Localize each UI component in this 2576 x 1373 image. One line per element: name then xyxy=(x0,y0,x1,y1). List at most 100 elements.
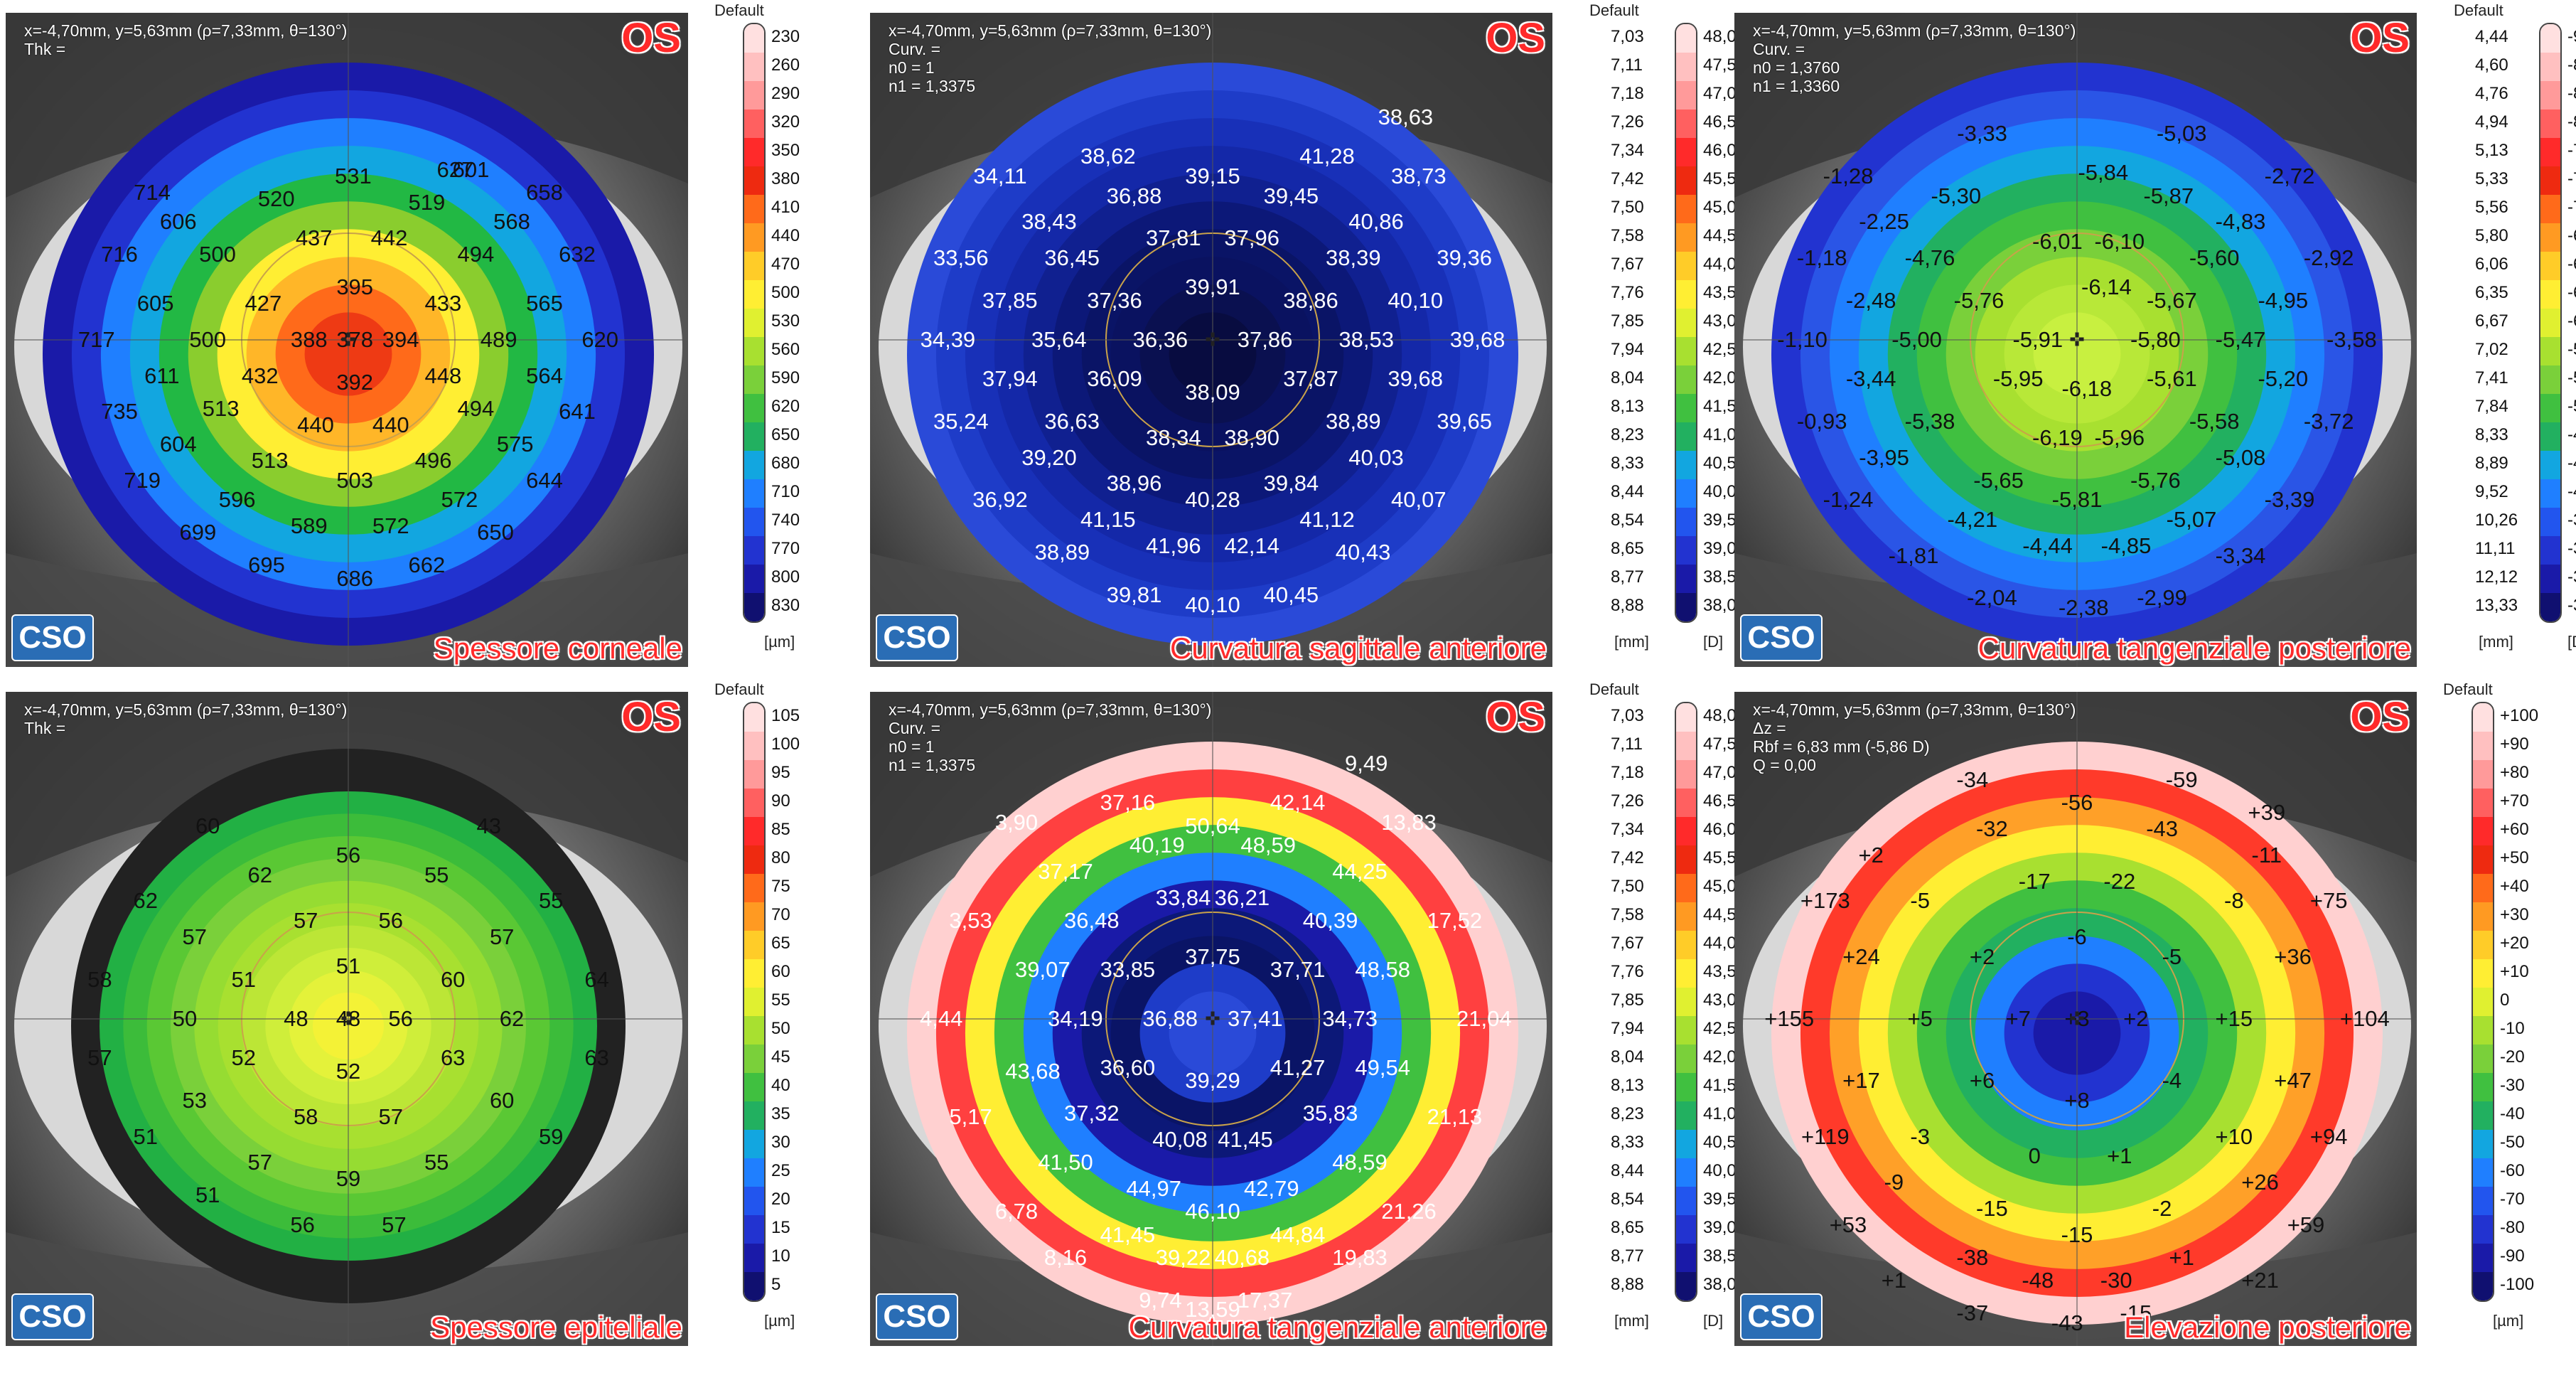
cursor-info-line: Curv. = xyxy=(1753,40,1805,58)
scale-swatch xyxy=(2473,902,2493,931)
map-value: +75 xyxy=(2309,888,2348,914)
scale-tick-label: 7,42 xyxy=(1611,848,1644,867)
eye-side-label: OS xyxy=(1486,694,1545,740)
map-value: 395 xyxy=(336,274,374,300)
map-value: 658 xyxy=(526,180,563,205)
map-value: 44,84 xyxy=(1270,1222,1326,1247)
cursor-info-line: Q = 0,00 xyxy=(1753,756,1816,774)
scale-tick-label: 8,33 xyxy=(1611,454,1644,473)
scale-swatch xyxy=(744,988,764,1016)
map-value: -6,14 xyxy=(2081,274,2132,300)
scale-tick-label: -4,80 xyxy=(2567,425,2576,444)
map-value: 36,88 xyxy=(1106,183,1162,208)
scale-swatch xyxy=(744,789,764,817)
scale-tick-label: 100 xyxy=(771,734,800,754)
scale-preset-label[interactable]: Default xyxy=(2454,1,2503,19)
scale-tick-label: -6,00 xyxy=(2567,311,2576,331)
map-value: 38,43 xyxy=(1021,209,1077,235)
color-scale[interactable]: Default 4,44 4,60 4,76 4,94 5,13 5,33 5,56 5,80 6… xyxy=(1729,0,2576,668)
scale-tick-label: 530 xyxy=(771,311,800,331)
map-value: 36,09 xyxy=(1087,366,1142,392)
map-value: 57 xyxy=(489,924,515,949)
map-value: 513 xyxy=(202,395,240,421)
scale-tick-label: 9,52 xyxy=(2475,482,2508,501)
scale-tick-label: 5,80 xyxy=(2475,226,2508,245)
scale-preset-label[interactable]: Default xyxy=(1589,680,1639,698)
map-value: -2,72 xyxy=(2264,164,2315,188)
scale-tick-label: 40 xyxy=(771,1076,790,1095)
cursor-info-line: x=-4,70mm, y=5,63mm (ρ=7,33mm, θ=130°) xyxy=(889,700,1212,719)
scale-tick-label: -100 xyxy=(2500,1275,2535,1294)
map-value: 39,22 xyxy=(1155,1244,1211,1270)
map-value: +2 xyxy=(2123,1006,2149,1031)
map-value: 17,52 xyxy=(1427,908,1483,933)
scale-swatch xyxy=(744,280,764,309)
scale-tick-label: 4,76 xyxy=(2475,84,2508,103)
scale-tick-label: 500 xyxy=(771,283,800,302)
scale-tick-label: 290 xyxy=(771,84,800,103)
scale-preset-label[interactable]: Default xyxy=(714,1,764,19)
scale-swatch xyxy=(1676,1101,1696,1130)
scale-swatch xyxy=(1676,703,1696,732)
scale-swatch xyxy=(744,565,764,593)
scale-tick-label: +30 xyxy=(2500,905,2529,924)
map-value: -6,01 xyxy=(2032,229,2083,254)
map-value: 494 xyxy=(457,395,495,421)
color-scale[interactable]: Default 105 100 95 90 85 80 75 70 65 60 55 50 45 40 35 3… xyxy=(0,679,839,1347)
map-value: 641 xyxy=(559,399,596,424)
map-value: 40,43 xyxy=(1335,540,1391,565)
scale-preset-label[interactable]: Default xyxy=(2443,680,2493,698)
map-value: 714 xyxy=(134,180,171,205)
scale-tick-label: -50 xyxy=(2500,1133,2525,1152)
topography-map[interactable]: -34 -59 -56 -32 -43 +39 +2 -11 -17 -22 +173 -5 -8 +75… xyxy=(1734,692,2417,1346)
map-value: 39,45 xyxy=(1263,183,1319,208)
map-value: -6,10 xyxy=(2094,229,2145,254)
color-scale[interactable]: Default 7,03 7,11 7,18 7,26 7,34 7,42 7,50 7,58 7… xyxy=(864,0,1746,668)
scale-tick-label: 70 xyxy=(771,905,790,924)
scale-swatch xyxy=(1676,1187,1696,1215)
map-value: -15 xyxy=(1975,1195,2008,1221)
map-value: 33,84 xyxy=(1155,885,1211,910)
map-value: 719 xyxy=(124,467,161,493)
map-value: -5,76 xyxy=(2130,467,2181,493)
scale-swatch xyxy=(2473,1272,2493,1300)
map-value: -5,84 xyxy=(2078,160,2129,186)
scale-swatch xyxy=(744,479,764,508)
map-value: 37,17 xyxy=(1038,859,1093,884)
map-value: 735 xyxy=(101,399,138,424)
map-value: -5,03 xyxy=(2156,121,2207,146)
scale-tick-label: 50 xyxy=(771,1019,790,1038)
color-scale[interactable]: Default +100 +90 +80 +70 +60 +50 +40 +30 +20 +10 0-… xyxy=(1729,679,2567,1347)
map-value: -1,10 xyxy=(1777,327,1828,352)
map-value: +1 xyxy=(1881,1268,1907,1293)
color-scale[interactable]: Default 230 260 290 320 350 380 410 440 470 500 530… xyxy=(0,0,839,668)
scale-tick-label: 710 xyxy=(771,482,800,501)
scale-preset-label[interactable]: Default xyxy=(714,680,764,698)
topography-map[interactable]: -3,33 -5,03 -1,28 -5,84 -2,72 -5,30 -5,87 -2,25… xyxy=(1734,13,2417,667)
color-scale[interactable]: Default 7,03 7,11 7,18 7,26 7,34 7,42 7,50 7,58 7… xyxy=(864,679,1746,1347)
map-value: +5 xyxy=(1907,1006,1933,1031)
scale-swatch xyxy=(744,422,764,451)
scale-tick-label: 75 xyxy=(771,877,790,896)
map-value: 48 xyxy=(284,1006,308,1031)
topography-map[interactable]: 9,49 37,16 42,14 3,90 50,64 13,83 40,19 48,59 37… xyxy=(870,692,1552,1346)
topography-map[interactable]: 60 43 56 62 55 62 55 57 56 57 57 51 58 51 60 64 50 48 48 56… xyxy=(6,692,688,1346)
scale-swatch xyxy=(1676,845,1696,874)
scale-tick-label: -3,90 xyxy=(2567,511,2576,530)
map-value: +8 xyxy=(2064,1088,2090,1113)
crosshair-icon: ✜ xyxy=(1205,1008,1220,1030)
scale-tick-label: 8,04 xyxy=(1611,1047,1644,1067)
scale-swatch xyxy=(2473,1244,2493,1272)
topography-map[interactable]: 38,63 38,62 41,28 34,11 39,15 38,73 36,88 39,45… xyxy=(870,13,1552,667)
scale-preset-label[interactable]: Default xyxy=(1589,1,1639,19)
scale-tick-label: 350 xyxy=(771,141,800,160)
map-value: 33,56 xyxy=(933,245,989,270)
eye-side-label: OS xyxy=(2350,694,2410,740)
cursor-info-line: n1 = 1,3375 xyxy=(889,756,976,774)
scale-swatch xyxy=(2540,109,2560,138)
scale-unit-label: [mm] xyxy=(2479,633,2513,651)
map-value: 5,17 xyxy=(949,1104,992,1129)
topography-map[interactable]: 627 531 601 714 520 519 658 606 437 442 568 716 500 4… xyxy=(6,13,688,667)
map-value: +3 xyxy=(2064,1006,2090,1031)
cursor-info-line: Thk = xyxy=(24,719,66,737)
